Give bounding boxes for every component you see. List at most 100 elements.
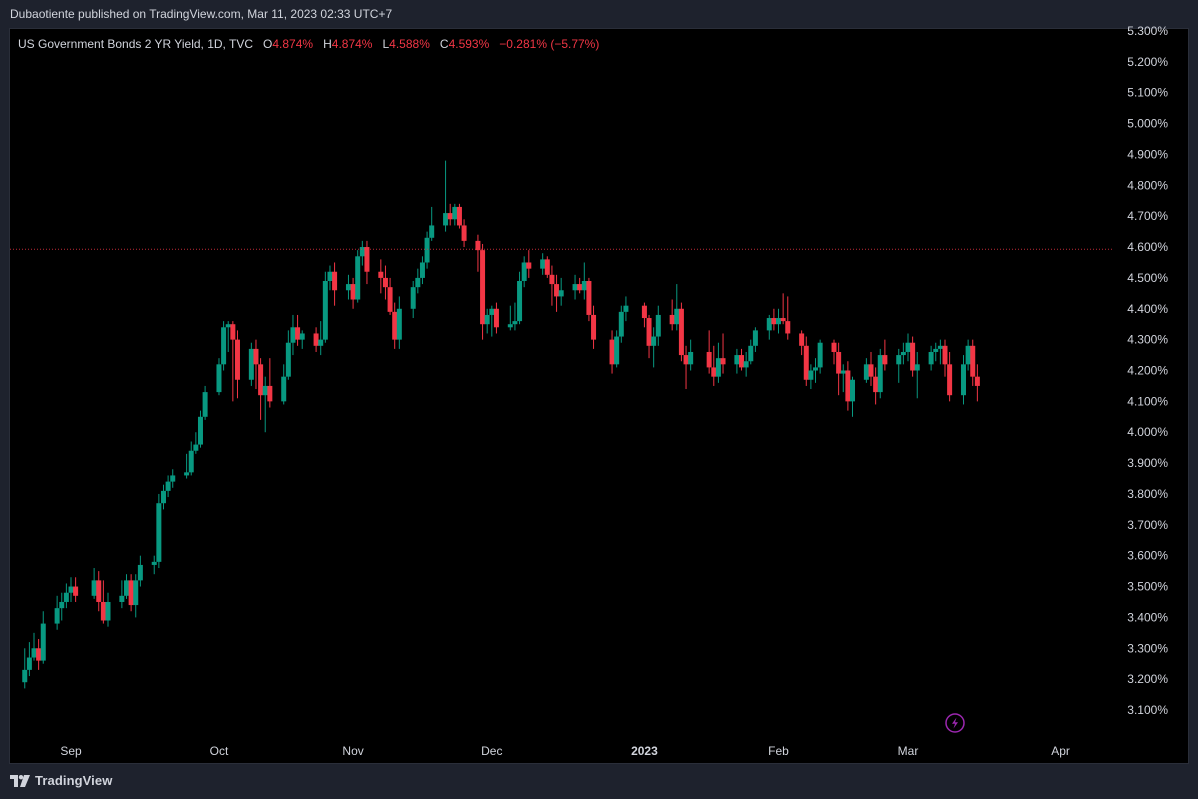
candle-body — [184, 472, 190, 476]
candle-body — [105, 601, 111, 621]
candle-body — [290, 327, 296, 343]
candle-body — [974, 376, 980, 386]
candle-body — [678, 308, 684, 356]
candle-body — [512, 321, 518, 325]
candle-body — [748, 345, 754, 362]
candle-body — [410, 287, 416, 309]
candle-body — [960, 364, 966, 396]
candle-body — [327, 271, 333, 281]
candle-body — [156, 503, 162, 562]
candle-body — [63, 592, 69, 602]
candle-body — [646, 318, 652, 346]
y-tick-label: 4.200% — [1127, 364, 1168, 378]
candle-body — [392, 311, 398, 340]
candle-body — [230, 324, 236, 340]
y-tick-label: 3.900% — [1127, 456, 1168, 470]
y-tick-label: 5.100% — [1127, 86, 1168, 100]
y-tick-label: 4.400% — [1127, 302, 1168, 316]
candle-body — [521, 262, 527, 281]
candle-body — [780, 318, 786, 322]
candle-body — [803, 345, 809, 380]
y-tick-label: 5.200% — [1127, 55, 1168, 69]
candle-body — [586, 280, 592, 315]
y-tick-label: 4.700% — [1127, 209, 1168, 223]
y-tick-label: 4.800% — [1127, 178, 1168, 192]
candle-body — [221, 327, 227, 365]
candle-body — [59, 601, 65, 609]
publisher-header: Dubaotiente published on TradingView.com… — [0, 0, 1198, 28]
legend-open-value: 4.874% — [272, 37, 314, 51]
y-tick-label: 3.300% — [1127, 641, 1168, 655]
y-tick-label: 3.600% — [1127, 549, 1168, 563]
candle-body — [345, 284, 351, 291]
candle-body — [882, 355, 888, 365]
candle-body — [36, 648, 42, 661]
candle-body — [248, 348, 254, 380]
x-tick-label: Apr — [1051, 744, 1070, 758]
x-tick-label: Feb — [768, 744, 789, 758]
candle-body — [396, 308, 402, 340]
candle-body — [688, 351, 694, 365]
candle-body — [591, 314, 597, 340]
candle-body — [813, 367, 819, 371]
candle-body — [318, 339, 324, 346]
candle-body — [359, 247, 365, 257]
candle-body — [447, 213, 453, 220]
candle-body — [840, 370, 846, 374]
x-tick-label: Dec — [481, 744, 502, 758]
x-tick-label: Sep — [60, 744, 82, 758]
candle-body — [674, 308, 680, 325]
candle-body — [216, 364, 222, 393]
candle-body — [234, 339, 240, 380]
x-tick-label: Oct — [210, 744, 229, 758]
candle-body — [817, 342, 823, 368]
candle-body — [267, 385, 273, 402]
candle-body — [655, 314, 661, 337]
y-tick-label: 3.200% — [1127, 672, 1168, 686]
candle-body — [873, 376, 879, 393]
candle-body — [119, 595, 125, 602]
candle-body — [197, 416, 203, 445]
candle-body — [100, 601, 106, 621]
legend-close-value: 4.593% — [448, 37, 490, 51]
candle-body — [739, 355, 745, 368]
candle-body — [332, 271, 338, 291]
candle-body — [313, 333, 319, 346]
candle-body — [493, 308, 499, 328]
candle-body — [128, 580, 134, 606]
candle-body — [623, 305, 629, 312]
candle-body — [614, 336, 620, 365]
candle-body — [350, 284, 356, 300]
tradingview-logo-icon — [10, 774, 30, 787]
candle-body — [706, 351, 712, 368]
candle-body — [415, 277, 421, 288]
candle-body — [609, 339, 615, 365]
candle-body — [299, 333, 305, 340]
footer-logo[interactable]: TradingView — [10, 773, 112, 788]
legend-symbol: US Government Bonds 2 YR Yield, 1D, TVC — [18, 37, 254, 51]
candle-body — [322, 280, 328, 340]
candle-body — [799, 333, 805, 346]
candle-body — [452, 206, 458, 220]
y-tick-label: 4.000% — [1127, 425, 1168, 439]
candle-body — [544, 259, 550, 275]
candle-body — [355, 256, 361, 300]
y-tick-label: 4.300% — [1127, 333, 1168, 347]
candle-body — [669, 314, 675, 325]
candle-body — [914, 364, 920, 371]
candle-body — [68, 586, 74, 593]
candle-body — [262, 385, 268, 396]
candle-body — [382, 277, 388, 288]
candle-body — [896, 355, 902, 365]
y-tick-label: 3.800% — [1127, 487, 1168, 501]
legend-change: −0.281% (−5.77%) — [499, 37, 600, 51]
candle-body — [22, 669, 28, 683]
candle-body — [517, 280, 523, 322]
candle-body — [845, 370, 851, 402]
y-tick-label: 4.100% — [1127, 394, 1168, 408]
x-tick-label: Nov — [342, 744, 363, 758]
candle-body — [378, 271, 384, 278]
candle-body — [937, 345, 943, 349]
y-tick-label: 3.400% — [1127, 610, 1168, 624]
